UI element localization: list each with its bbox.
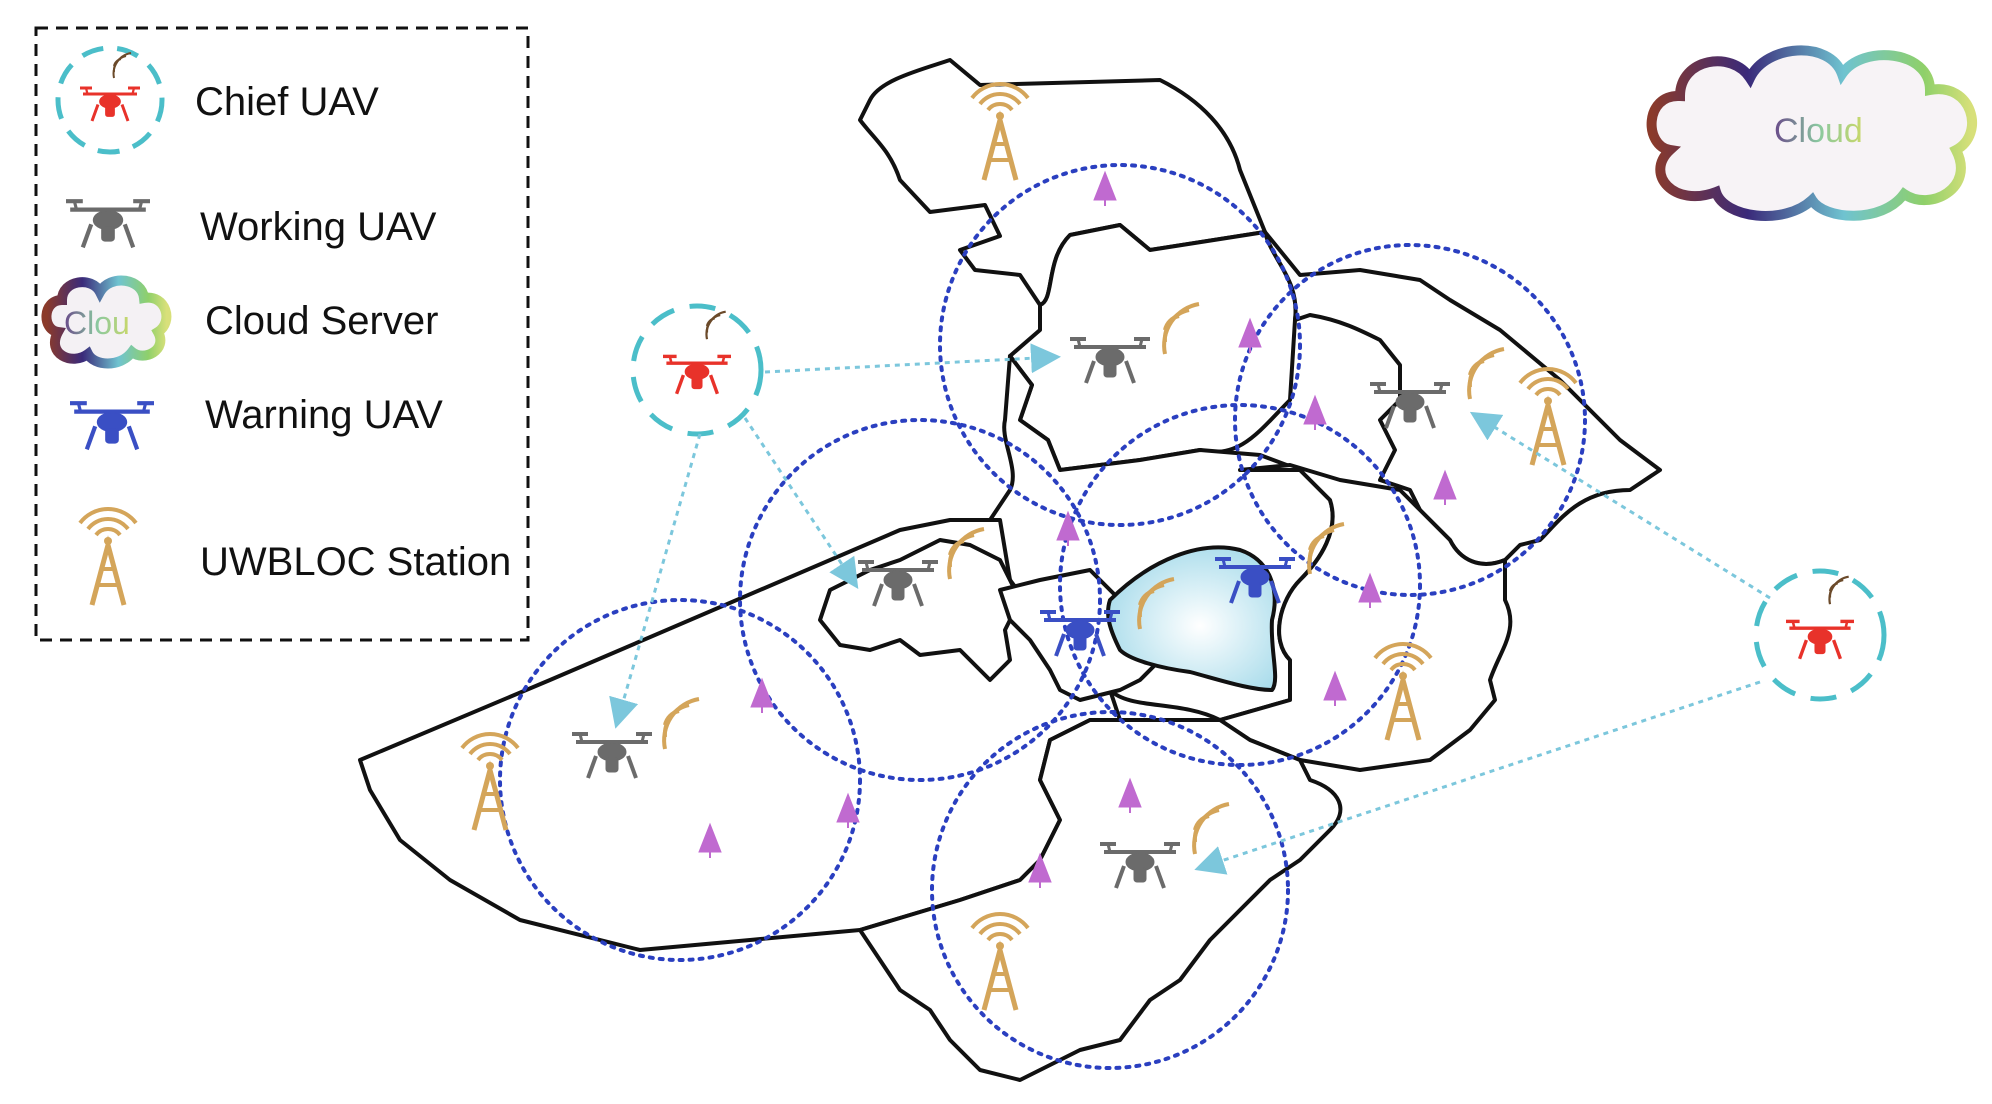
link-arrow [1469,411,1771,600]
legend-box [34,26,530,642]
coverage-circle-center-west [738,418,1102,782]
legend-label-chief-uav: Chief UAV [195,80,379,124]
coverage-circles [498,163,1587,1070]
region-center-west [818,538,1022,682]
coverage-circle-northeast [1233,243,1587,597]
legend-uwbloc-station-icon [80,509,136,605]
legend-cloud-icon-text: Clou [64,305,130,341]
region-east [1218,463,1513,772]
link-arrow [1194,680,1761,875]
legend-working-uav-icon [66,201,150,247]
link-arrows [609,343,1771,875]
legend: Chief UAV Working UAV Clou Cloud Server … [34,26,530,642]
coverage-circle-center [1058,403,1422,767]
cloud-label: Cloud [1774,112,1863,150]
legend-label-cloud-server: Cloud Server [205,299,438,343]
lake [1106,545,1278,692]
legend-cloud-server-icon: Clou [41,275,172,369]
coverage-circle-west [498,598,862,962]
legend-warning-uav-icon [70,403,154,449]
chief-uavs [630,303,1887,702]
region-map [358,58,1662,1082]
legend-label-working-uav: Working UAV [200,205,437,249]
chief-uav-icon [630,303,764,437]
link-arrow [743,417,859,590]
legend-label-uwbloc-station: UWBLOC Station [200,540,511,584]
region-south [858,718,1343,1082]
link-arrow [764,343,1061,374]
coverage-circle-north [938,163,1302,527]
coverage-circle-south [930,710,1290,1070]
legend-chief-uav-icon [55,45,165,155]
cloud-server: Cloud [1646,45,1977,221]
link-arrow [609,433,702,729]
legend-label-warning-uav: Warning UAV [205,393,443,437]
chief-uav-icon [1753,568,1887,702]
